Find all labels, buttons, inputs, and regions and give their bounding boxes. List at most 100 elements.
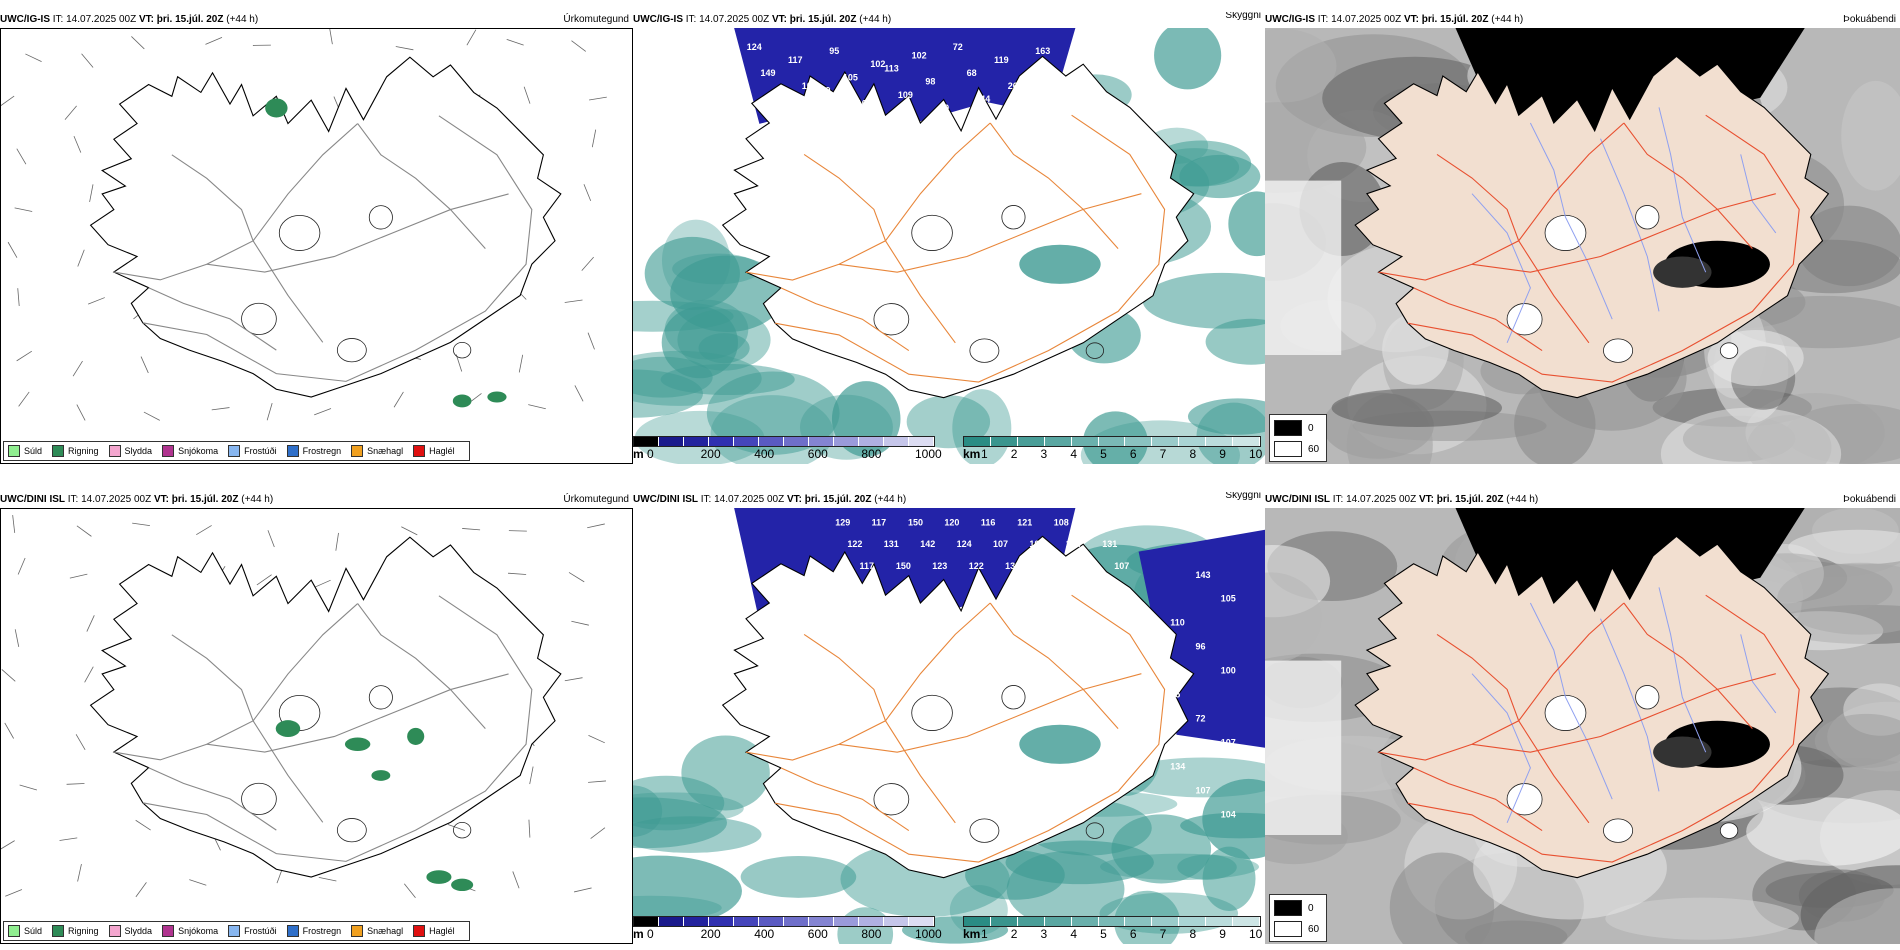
wind-barb [18,391,30,407]
low-visibility-area [1202,778,1265,860]
wind-barb [587,523,605,529]
scale-step [1017,917,1045,926]
model-name: UWC/DINI ISL [0,494,65,505]
fog-field [1777,562,1900,635]
wind-barb [267,530,275,548]
legend-swatch [351,925,364,937]
fog-field [1265,572,1322,664]
road [885,720,956,824]
precip-map-canvas [1,29,607,421]
wind-barb [5,889,23,897]
road [885,240,956,344]
scale-color-bar [633,436,935,447]
wind-barb [211,407,230,411]
lead-time: (+44 h) [241,494,274,505]
wind-barb [256,574,272,586]
dewpoint-map[interactable]: 0 60 [1265,508,1900,944]
legend-item: Slydda [108,445,152,457]
wind-barb [76,404,86,421]
iceland-coastline [89,536,562,878]
scale-tick-label: 5 [1100,447,1107,461]
scale-step [784,917,809,926]
wind-barb [314,579,331,588]
dewpoint-legend: 0 60 [1269,414,1327,462]
scale-step [909,437,934,446]
scale-unit: km [963,447,981,461]
low-visibility-area [706,371,840,455]
lead-time: (+44 h) [874,494,907,505]
wind-barb [16,350,33,362]
cloud-base-label: 76 [1078,561,1088,571]
fog-field [1660,407,1842,464]
road [142,115,533,382]
wind-barb [506,38,524,46]
legend-item: Slydda [108,925,153,937]
scale-tick-label: 10 [1249,927,1263,941]
legend-swatch [8,445,20,457]
precip-map[interactable]: Súld Rigning Slydda Snjókoma Frostúði Frostre… [0,28,633,464]
cloud-base-label: 122 [1022,85,1037,95]
scale-step [1152,437,1180,446]
low-visibility-area [1196,402,1265,464]
road [357,603,486,729]
rain-area [426,870,452,884]
cloud-map[interactable]: 129 122 117 117 131 150 150 142 123 120 124 122 116 1… [633,508,1265,944]
scale-step [634,437,659,446]
wind-barb [7,241,18,258]
road [1436,633,1520,721]
low-visibility-area [644,236,740,311]
precip-type-legend: Súld Rigning Slydda Snjókoma Frostúði Frostre… [3,921,470,941]
low-visibility-area [740,856,857,898]
wind-barb [335,532,339,551]
init-time: 14.07.2025 00Z [699,14,770,25]
panel-type-label: Skyggni [1225,12,1261,21]
wind-barb [395,46,414,51]
road [252,240,324,343]
cloud-base-label: 105 [843,72,858,82]
road [1413,287,1543,352]
cloud-base-label: 80 [1090,517,1100,527]
glacier-outline [241,782,277,815]
wind-barb [455,354,463,372]
valid-time: þri. 15.júl. 20Z [804,494,872,505]
legend-label: Slydda [124,926,153,936]
glacier-outline [1001,205,1026,230]
scale-step [684,437,709,446]
wind-barb [1,669,16,682]
low-visibility-area [906,395,991,449]
cloud-base-label: 107 [1114,561,1129,571]
panel-header: UWC/DINI ISL IT: 14.07.2025 00Z VT: þri.… [1265,492,1900,508]
dewpoint-map[interactable]: 0 60 [1265,28,1900,464]
cloud-base-label: 102 [870,59,885,69]
cloud-base-scale: m 0 200 400 600 800 1000 [633,916,942,942]
dewpoint-legend: 0 60 [1269,894,1327,942]
scale-tick-label: 0 [647,927,654,941]
visibility-scale: km 1 2 3 4 5 6 7 8 9 10 [963,436,1262,462]
glacier-outline [241,302,277,335]
scale-tick-label: 9 [1219,447,1226,461]
road [989,122,1119,249]
valid-time: þri. 15.júl. 20Z [789,14,857,25]
cloud-base-label: 72 [953,42,963,52]
valid-time: þri. 15.júl. 20Z [171,494,239,505]
cloud-map[interactable]: 124 149 55 117 104 109 95 105 100 102 113 109 102 98 8… [633,28,1265,464]
wind-barb [14,629,20,647]
precip-map[interactable]: Súld Rigning Slydda Snjókoma Frostúði Frostre… [0,508,633,944]
model-name: UWC/DINI ISL [633,494,698,505]
legend-swatch [228,925,241,937]
low-visibility-area [633,855,742,927]
panel-header: UWC/IG-IS IT: 14.07.2025 00Z VT: þri. 15… [633,12,1265,28]
legend-label: Frostúði [244,446,277,456]
cloud-base-label: 163 [1035,46,1050,56]
panel-type-label: Úrkomutegund [563,14,629,25]
low-visibility-area [1228,191,1265,257]
cloud-base-label: 113 [884,64,899,74]
legend-label: Súld [24,926,43,936]
glacier-outline [1001,685,1026,710]
rain-area [344,737,371,751]
valid-time-label: VT: [153,494,169,505]
low-visibility-area [681,735,770,811]
wind-barb [75,734,86,750]
init-time-label: IT: [700,494,712,505]
rain-area [451,878,474,892]
